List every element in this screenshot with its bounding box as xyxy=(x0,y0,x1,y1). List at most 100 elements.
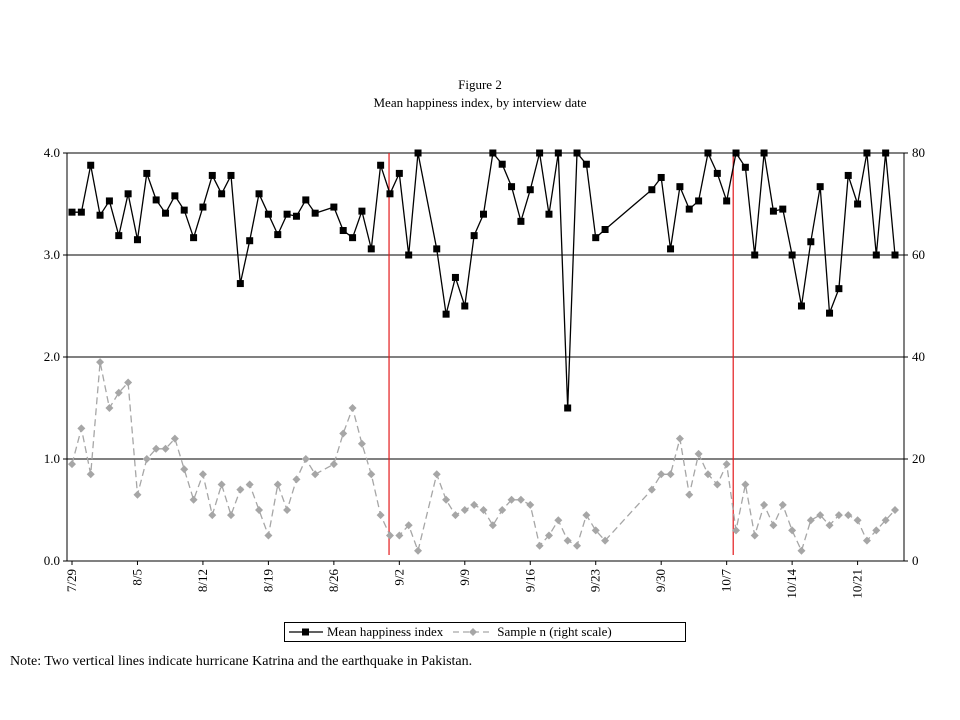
sample-point-4 xyxy=(105,404,114,412)
happiness-point-81 xyxy=(882,149,890,157)
sample-point-51 xyxy=(563,536,572,545)
happiness-point-58 xyxy=(667,245,675,253)
sample-point-49 xyxy=(544,531,553,540)
x-tick-label-7: 9/16 xyxy=(522,569,537,593)
happiness-point-54 xyxy=(592,234,600,242)
sample-point-37 xyxy=(432,470,441,479)
sample-point-26 xyxy=(311,470,320,479)
y-left-tick-label-4: 4.0 xyxy=(44,145,60,160)
sample-point-32 xyxy=(376,511,385,520)
happiness-point-38 xyxy=(442,310,450,318)
happiness-point-72 xyxy=(797,302,805,310)
sample-point-41 xyxy=(470,500,479,509)
x-tick-label-10: 10/7 xyxy=(719,569,734,593)
happiness-point-50 xyxy=(554,149,562,157)
sample-point-34 xyxy=(395,531,404,540)
sample-point-79 xyxy=(862,536,871,545)
sample-point-27 xyxy=(329,460,338,469)
sample-point-76 xyxy=(834,511,843,520)
happiness-point-53 xyxy=(582,160,590,168)
happiness-point-42 xyxy=(480,210,487,218)
happiness-point-4 xyxy=(105,197,113,205)
happiness-point-69 xyxy=(769,207,777,215)
happiness-point-36 xyxy=(414,149,422,157)
legend-item-sample: Sample n (right scale) xyxy=(453,624,612,640)
happiness-point-80 xyxy=(872,251,880,259)
x-tick-label-5: 9/2 xyxy=(391,569,406,586)
sample-point-33 xyxy=(385,531,394,540)
happiness-point-47 xyxy=(526,186,534,194)
happiness-point-7 xyxy=(133,236,141,244)
happiness-point-26 xyxy=(311,209,319,217)
happiness-point-18 xyxy=(236,280,244,288)
sample-point-25 xyxy=(301,455,310,463)
sample-point-38 xyxy=(442,495,451,504)
sample-point-72 xyxy=(797,546,806,555)
happiness-point-78 xyxy=(854,200,862,208)
happiness-point-15 xyxy=(208,171,216,179)
happiness-point-0 xyxy=(68,208,76,216)
happiness-point-33 xyxy=(386,190,394,198)
happiness-point-28 xyxy=(339,227,347,235)
figure-label: Figure 2 xyxy=(458,77,502,92)
sample-point-15 xyxy=(208,511,217,520)
happiness-point-3 xyxy=(96,211,104,219)
happiness-point-57 xyxy=(657,173,665,181)
legend-swatch-sample xyxy=(453,628,494,636)
sample-point-64 xyxy=(722,460,731,469)
x-tick-label-6: 9/9 xyxy=(457,569,472,586)
happiness-point-48 xyxy=(536,149,544,157)
sample-point-31 xyxy=(367,470,376,479)
sample-point-70 xyxy=(778,500,787,509)
happiness-point-70 xyxy=(779,205,787,213)
happiness-point-11 xyxy=(171,192,179,200)
sample-point-74 xyxy=(816,511,825,520)
sample-point-40 xyxy=(460,506,469,514)
sample-point-16 xyxy=(217,480,226,489)
happiness-point-39 xyxy=(451,273,459,281)
happiness-point-73 xyxy=(807,238,815,246)
y-right-tick-label-2: 40 xyxy=(912,349,925,364)
happiness-point-44 xyxy=(498,160,506,168)
sample-point-18 xyxy=(236,485,245,494)
happiness-point-41 xyxy=(470,232,478,240)
sample-point-65 xyxy=(732,526,741,535)
sample-point-58 xyxy=(666,470,675,479)
sample-point-47 xyxy=(526,500,535,509)
sample-point-63 xyxy=(713,480,722,489)
figure-title-block: Figure 2 Mean happiness index, by interv… xyxy=(0,76,960,112)
happiness-point-16 xyxy=(218,190,226,198)
happiness-point-61 xyxy=(695,197,703,205)
happiness-point-65 xyxy=(732,149,740,157)
sample-point-30 xyxy=(357,439,366,448)
happiness-point-51 xyxy=(564,404,572,412)
sample-point-39 xyxy=(451,511,460,520)
sample-point-9 xyxy=(152,444,161,453)
happiness-point-63 xyxy=(713,169,721,177)
sample-point-73 xyxy=(806,516,815,525)
happiness-point-14 xyxy=(199,203,207,211)
x-tick-label-8: 9/23 xyxy=(588,569,603,592)
sample-point-60 xyxy=(685,490,694,499)
happiness-point-19 xyxy=(246,237,254,245)
sample-point-67 xyxy=(750,531,759,540)
sample-point-17 xyxy=(226,511,235,520)
happiness-point-75 xyxy=(826,309,834,317)
happiness-point-62 xyxy=(704,149,712,157)
y-right-tick-label-1: 20 xyxy=(912,451,925,466)
sample-point-52 xyxy=(573,541,582,550)
sample-point-23 xyxy=(283,506,292,514)
sample-point-20 xyxy=(255,506,264,514)
sample-point-21 xyxy=(264,531,273,540)
sample-point-8 xyxy=(142,455,151,463)
sample-point-19 xyxy=(245,480,254,489)
happiness-point-64 xyxy=(723,197,731,205)
happiness-point-49 xyxy=(545,210,553,218)
sample-point-2 xyxy=(86,470,95,479)
happiness-point-77 xyxy=(844,171,852,179)
happiness-point-45 xyxy=(508,183,516,191)
sample-point-81 xyxy=(881,516,890,525)
happiness-point-68 xyxy=(760,149,768,157)
sample-point-57 xyxy=(657,470,666,479)
happiness-point-43 xyxy=(489,149,497,157)
